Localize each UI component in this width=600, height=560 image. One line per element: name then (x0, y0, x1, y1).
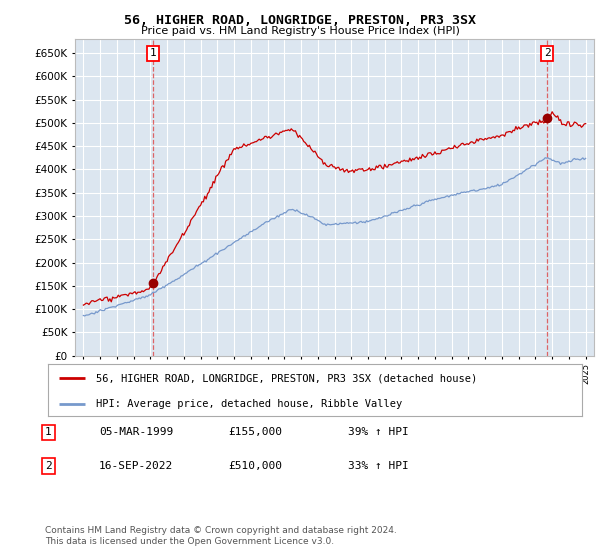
Text: 2: 2 (544, 48, 551, 58)
Text: 39% ↑ HPI: 39% ↑ HPI (348, 427, 409, 437)
Text: 56, HIGHER ROAD, LONGRIDGE, PRESTON, PR3 3SX: 56, HIGHER ROAD, LONGRIDGE, PRESTON, PR3… (124, 14, 476, 27)
Text: Contains HM Land Registry data © Crown copyright and database right 2024.
This d: Contains HM Land Registry data © Crown c… (45, 526, 397, 546)
Text: HPI: Average price, detached house, Ribble Valley: HPI: Average price, detached house, Ribb… (96, 399, 403, 409)
Text: 33% ↑ HPI: 33% ↑ HPI (348, 461, 409, 471)
Text: 1: 1 (45, 427, 52, 437)
Text: 2: 2 (45, 461, 52, 471)
Text: 1: 1 (150, 48, 157, 58)
Text: £155,000: £155,000 (228, 427, 282, 437)
Text: 05-MAR-1999: 05-MAR-1999 (99, 427, 173, 437)
Text: Price paid vs. HM Land Registry's House Price Index (HPI): Price paid vs. HM Land Registry's House … (140, 26, 460, 36)
Text: £510,000: £510,000 (228, 461, 282, 471)
Text: 16-SEP-2022: 16-SEP-2022 (99, 461, 173, 471)
Text: 56, HIGHER ROAD, LONGRIDGE, PRESTON, PR3 3SX (detached house): 56, HIGHER ROAD, LONGRIDGE, PRESTON, PR3… (96, 374, 478, 384)
